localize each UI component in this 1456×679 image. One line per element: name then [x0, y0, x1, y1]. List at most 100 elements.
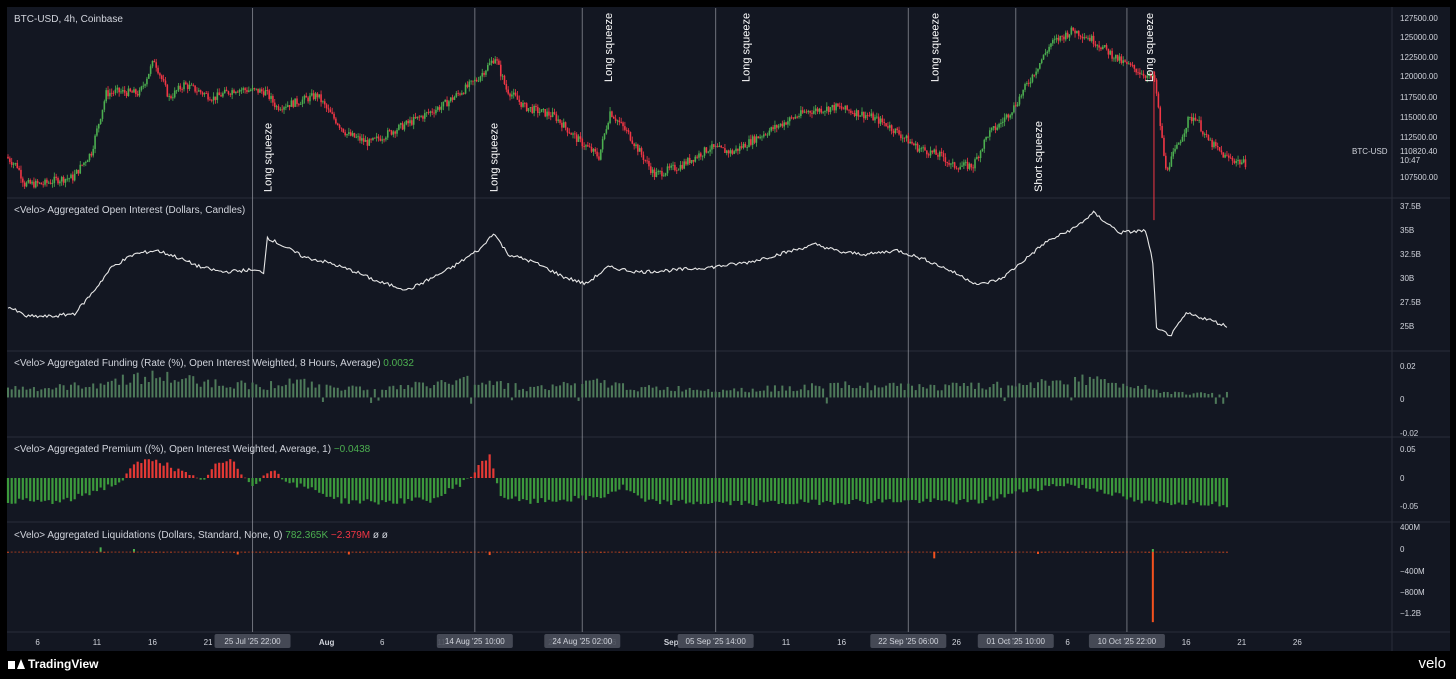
velo-logo[interactable]: velo: [1418, 655, 1446, 672]
liquidation-bar: [1162, 551, 1165, 553]
x-tick-label: 6: [35, 638, 40, 647]
price-candle: [611, 111, 613, 118]
premium-bar: [1066, 478, 1069, 484]
price-candle: [1013, 105, 1015, 113]
liquidation-bar: [270, 551, 273, 553]
liquidation-bar: [258, 551, 261, 553]
premium-bar: [1092, 478, 1095, 489]
price-candle: [1215, 142, 1217, 146]
price-candle: [479, 76, 482, 81]
liquidation-bar: [421, 551, 424, 553]
premium-bar: [195, 477, 199, 479]
liquidation-bar: [229, 551, 232, 553]
liquidation-bar: [655, 551, 658, 553]
price-candle: [318, 94, 321, 98]
price-candle: [1116, 54, 1119, 61]
liquidation-bar: [911, 551, 914, 553]
price-candle: [796, 116, 798, 118]
liquidation-bar: [647, 551, 650, 553]
premium-bar: [1166, 478, 1169, 504]
liquidation-bar: [381, 551, 384, 553]
premium-bar: [514, 478, 517, 497]
funding-bar: [1174, 391, 1177, 398]
price-candle: [1181, 136, 1184, 142]
price-candle: [657, 171, 660, 173]
tradingview-logo[interactable]: TradingView: [8, 657, 98, 671]
premium-bar: [66, 478, 69, 498]
funding-bar: [1070, 397, 1073, 401]
liquidation-bar: [1055, 551, 1058, 553]
last-price-symbol-label: BTC-USD: [1352, 147, 1388, 156]
price-candle: [750, 139, 752, 145]
liquidation-bar: [592, 551, 595, 553]
open-interest-line: [7, 210, 1228, 337]
price-candle: [1222, 152, 1225, 158]
funding-bar: [10, 389, 13, 398]
premium-bar: [747, 478, 751, 504]
premium-bar: [1040, 478, 1043, 491]
price-candle: [311, 93, 313, 96]
premium-bar: [336, 478, 339, 498]
funding-bar: [414, 381, 417, 398]
funding-bar: [651, 387, 654, 398]
price-candle: [674, 164, 676, 171]
price-candle: [246, 90, 248, 92]
funding-bar: [1088, 376, 1091, 398]
price-candle: [338, 124, 341, 128]
liquidation-spike: [1036, 551, 1039, 554]
price-candle: [414, 117, 417, 119]
premium-bar: [595, 478, 599, 498]
premium-bar: [1110, 478, 1114, 496]
funding-bar: [92, 383, 95, 398]
liquidation-bar: [247, 551, 250, 553]
liquidation-bar: [136, 551, 139, 553]
liquidations-long-value: −2.379M: [331, 530, 373, 541]
price-candle: [1211, 139, 1213, 148]
funding-bar: [362, 390, 365, 398]
premium-bar: [666, 478, 669, 502]
funding-bar: [429, 388, 432, 398]
price-candle: [781, 123, 784, 127]
premium-bar: [1122, 478, 1125, 497]
funding-bar: [95, 388, 98, 398]
price-candle: [961, 165, 963, 167]
liquidation-bar: [1203, 551, 1206, 553]
price-candle: [25, 182, 28, 187]
price-candle: [390, 130, 393, 135]
price-candle: [409, 120, 411, 124]
price-candle: [522, 103, 524, 107]
funding-bar: [777, 391, 780, 398]
funding-bar: [962, 382, 965, 398]
funding-bar: [507, 383, 510, 398]
price-candle: [257, 88, 259, 93]
price-candle: [1064, 32, 1067, 40]
price-candle: [724, 148, 726, 154]
funding-last-value: 0.0032: [383, 358, 414, 369]
premium-bar: [232, 461, 236, 478]
price-candle: [549, 115, 552, 117]
premium-bar: [610, 478, 614, 492]
funding-bar: [158, 377, 161, 398]
premium-bar: [488, 454, 491, 478]
price-candle: [948, 163, 950, 165]
liquidation-bar: [966, 551, 969, 553]
price-candle: [112, 92, 115, 94]
liquidation-bar: [959, 551, 962, 553]
price-candle: [1168, 166, 1171, 170]
liquidation-spike: [132, 549, 135, 552]
price-candle: [1170, 156, 1173, 167]
x-tick-label: 26: [952, 638, 961, 647]
price-candle: [1203, 133, 1206, 135]
liquidation-bar: [477, 551, 480, 553]
price-candle: [918, 148, 921, 152]
liquidation-bar: [977, 551, 980, 553]
price-candle: [564, 122, 567, 128]
price-candle: [829, 107, 832, 113]
liquidation-bar: [418, 551, 421, 553]
liquidation-bar: [218, 551, 221, 553]
price-candle: [766, 134, 769, 136]
funding-bar: [903, 390, 906, 398]
funding-bar: [1085, 385, 1088, 398]
liquidation-bar: [899, 551, 902, 553]
liquidation-bar: [707, 551, 710, 553]
